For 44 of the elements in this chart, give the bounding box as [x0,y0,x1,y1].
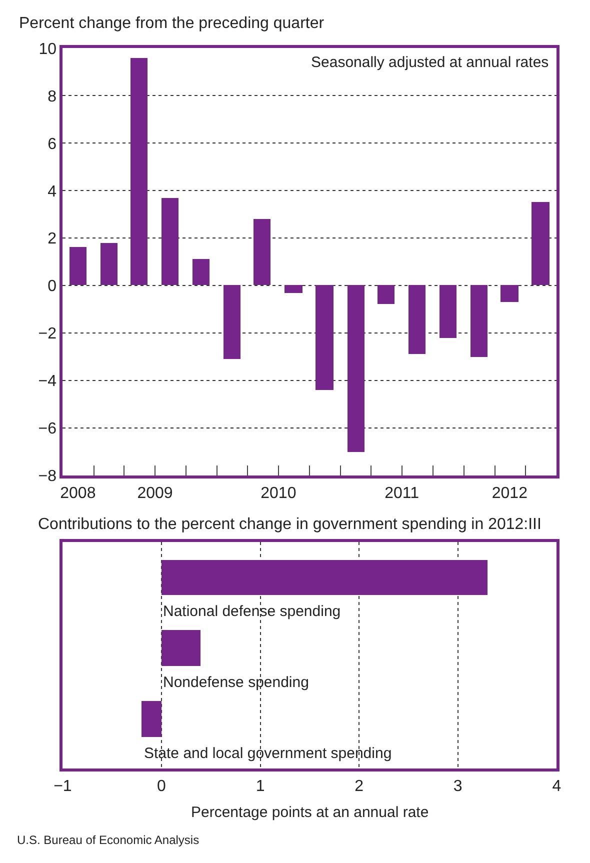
chart-title: Percent change from the preceding quarter [19,15,325,32]
y-tick-label: −4 [38,373,57,390]
text: U.S. Bureau of Economic Analysis [17,833,200,847]
bar [254,219,271,286]
bar [408,285,426,354]
y-tick-label: 4 [48,183,57,200]
x-tick-label: 3 [453,778,462,795]
y-tick-label: −6 [38,420,57,438]
bar [378,285,395,304]
bar [224,285,241,360]
y-tick-label: 10 [38,40,57,58]
x-tick-label: 2 [354,778,364,795]
chart-title: Contributions to the percent change in government spending in 2012:III [38,516,542,533]
y-tick-label: National defense spending [163,603,341,620]
y-tick-label: 2 [48,230,57,248]
bar [162,198,179,286]
bar [500,285,519,302]
bar [284,285,303,294]
x-tick-label: 4 [552,778,562,795]
y-tick-label: State and local government spending [144,745,392,762]
y-tick-label: 6 [48,136,57,153]
bar [440,285,457,338]
bar [130,58,148,286]
bar [100,243,118,286]
x-tick-label: 2009 [137,484,173,502]
y-tick-label: −8 [38,468,57,486]
bar [348,285,365,452]
y-tick-label: Nondefense spending [163,674,309,691]
bar [470,285,488,358]
x-tick-label: 1 [256,778,265,795]
x-tick-label: −1 [54,778,72,795]
annotation: Seasonally adjusted at annual rates [311,54,549,71]
x-tick-label: 2011 [384,484,420,502]
bar [70,247,87,286]
x-tick-label: 2010 [260,484,296,502]
bar [532,202,550,286]
bar [316,285,334,390]
x-axis-title: Percentage points at an annual rate [191,804,429,821]
x-tick-label: 2008 [60,484,96,502]
bar [192,259,210,286]
y-tick-label: −2 [38,326,57,343]
y-tick-label: 0 [48,278,57,296]
x-tick-label: 2012 [492,484,528,502]
y-tick-label: 8 [48,88,57,106]
